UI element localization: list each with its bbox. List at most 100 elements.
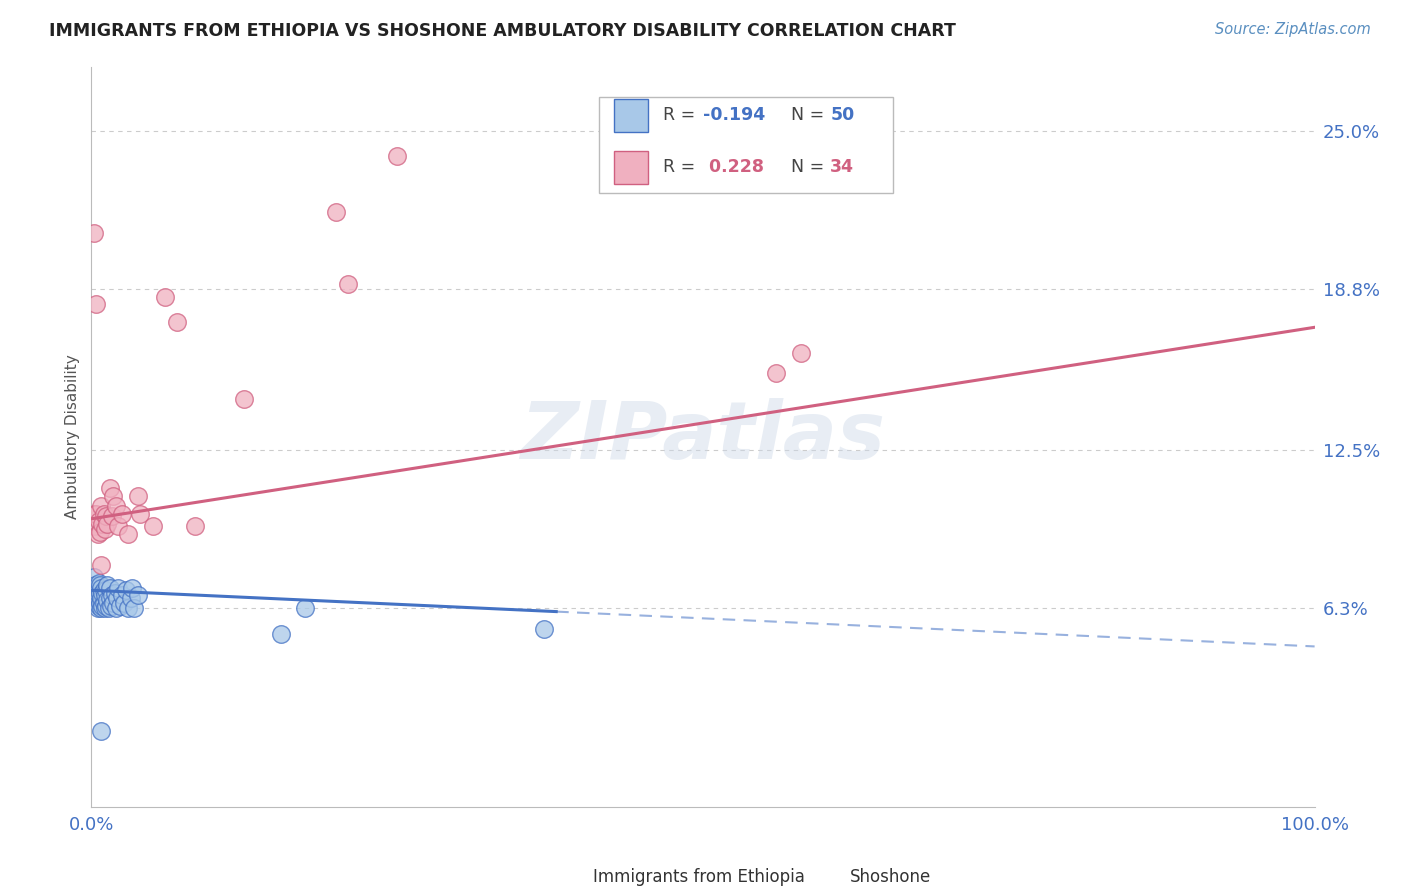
Point (93, 596, 115, 610)
Point (103, 489, 125, 503)
Point (108, 599, 131, 613)
Point (270, 626, 292, 640)
Point (84, 581, 107, 595)
Point (90, 591, 112, 605)
Point (91, 586, 114, 600)
Text: 0.228: 0.228 (703, 158, 763, 177)
Point (83, 570, 105, 584)
Point (98, 581, 121, 595)
Point (121, 581, 143, 595)
Point (533, 622, 555, 636)
Point (765, 366, 787, 380)
Point (84, 588, 107, 602)
Point (90, 499, 112, 513)
Point (153, 290, 176, 304)
Point (83, 507, 105, 521)
Point (84, 507, 107, 521)
Point (94, 588, 117, 602)
Text: R =: R = (662, 106, 700, 124)
Point (107, 519, 129, 533)
Text: N =: N = (792, 106, 830, 124)
Point (233, 392, 256, 406)
Point (86, 527, 108, 541)
Text: N =: N = (792, 158, 830, 177)
Point (120, 591, 142, 605)
Point (111, 588, 134, 602)
FancyBboxPatch shape (613, 151, 648, 184)
Point (105, 591, 128, 605)
Point (790, 346, 813, 360)
FancyBboxPatch shape (613, 99, 648, 132)
FancyBboxPatch shape (599, 96, 893, 193)
Point (89, 578, 111, 592)
Text: Shoshone: Shoshone (849, 868, 931, 886)
Point (87, 514, 110, 528)
Point (96, 593, 118, 607)
Point (94, 601, 117, 615)
Y-axis label: Ambulatory Disability: Ambulatory Disability (65, 355, 80, 519)
Text: Source: ZipAtlas.com: Source: ZipAtlas.com (1215, 22, 1371, 37)
Point (84, 519, 107, 533)
Point (112, 596, 135, 610)
Point (84, 596, 107, 610)
Point (87, 599, 110, 613)
Point (93, 507, 115, 521)
Point (103, 596, 125, 610)
Point (127, 489, 149, 503)
Point (122, 601, 145, 615)
Point (385, 149, 409, 163)
Point (86, 601, 108, 615)
Point (114, 583, 136, 598)
Point (97, 601, 120, 615)
Point (100, 599, 122, 613)
Point (93, 583, 115, 598)
Point (94, 509, 117, 524)
Text: 50: 50 (830, 106, 855, 124)
Point (104, 499, 127, 513)
Point (166, 315, 188, 329)
Point (96, 516, 118, 531)
Point (86, 591, 108, 605)
Point (101, 588, 124, 602)
Text: ZIPatlas: ZIPatlas (520, 398, 886, 476)
Point (141, 519, 163, 533)
FancyBboxPatch shape (813, 863, 844, 891)
Point (91, 516, 114, 531)
Text: R =: R = (662, 158, 700, 177)
Point (111, 507, 134, 521)
Point (184, 519, 207, 533)
Point (87, 588, 110, 602)
Point (104, 586, 127, 600)
Point (117, 527, 139, 541)
Point (101, 509, 124, 524)
Point (86, 583, 108, 598)
Point (117, 601, 139, 615)
Point (91, 599, 114, 613)
FancyBboxPatch shape (557, 863, 586, 891)
Point (129, 507, 152, 521)
Point (84, 297, 107, 311)
Point (127, 588, 149, 602)
Point (87, 575, 110, 590)
Text: -0.194: -0.194 (703, 106, 765, 124)
Point (89, 524, 111, 539)
Text: IMMIGRANTS FROM ETHIOPIA VS SHOSHONE AMBULATORY DISABILITY CORRELATION CHART: IMMIGRANTS FROM ETHIOPIA VS SHOSHONE AMB… (49, 22, 956, 40)
Point (94, 522, 117, 536)
Text: 34: 34 (830, 158, 855, 177)
Point (84, 578, 107, 592)
Point (90, 601, 112, 615)
Point (294, 601, 316, 615)
Point (89, 596, 111, 610)
Point (337, 277, 360, 291)
Point (98, 481, 121, 495)
Text: Immigrants from Ethiopia: Immigrants from Ethiopia (593, 868, 804, 886)
Point (89, 586, 111, 600)
Point (94, 599, 117, 613)
Point (104, 601, 127, 615)
Point (90, 558, 112, 572)
Point (90, 723, 112, 738)
Point (94, 583, 117, 598)
Point (325, 205, 347, 219)
Point (96, 578, 118, 592)
Point (107, 581, 129, 595)
